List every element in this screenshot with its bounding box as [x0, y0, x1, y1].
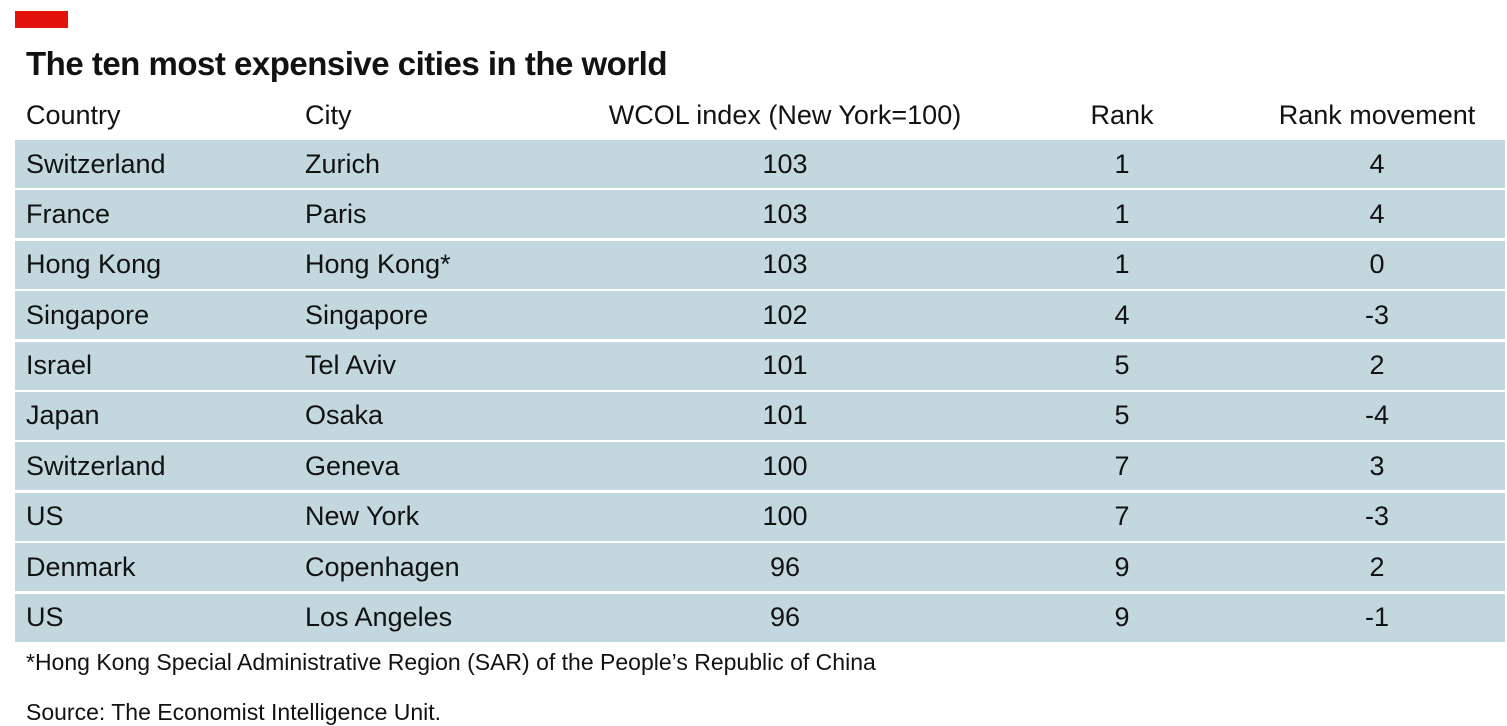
cell-country: US	[26, 493, 64, 541]
cell-rank-movement-value: -1	[1365, 602, 1390, 633]
header-rank-movement-label: Rank movement	[1278, 99, 1476, 130]
cell-city-value: Los Angeles	[305, 602, 453, 633]
cell-city: Tel Aviv	[305, 342, 396, 390]
header-country-label: Country	[26, 99, 121, 130]
header-city-label: City	[305, 99, 352, 130]
cell-city-value: Hong Kong*	[305, 249, 451, 280]
cell-country-value: Switzerland	[26, 450, 166, 481]
cell-wcol-index-value: 100	[762, 501, 808, 532]
cell-city-value: Geneva	[305, 450, 400, 481]
table-row: Switzerland Zurich 103 1 4	[15, 140, 1505, 188]
cell-city-value: Osaka	[305, 400, 384, 431]
cell-wcol-index-value: 101	[762, 400, 808, 431]
cell-city-value: Copenhagen	[305, 551, 460, 582]
cell-rank-movement-value: 4	[1369, 148, 1385, 179]
cell-rank-value: 7	[1114, 501, 1130, 532]
table-header: Country City WCOL index (New York=100) R…	[15, 95, 1505, 135]
cell-country: US	[26, 594, 64, 642]
cell-country: Israel	[26, 342, 92, 390]
cell-country-value: Denmark	[26, 551, 136, 582]
cell-rank-movement-value: -3	[1365, 501, 1390, 532]
cell-rank-value: 5	[1114, 350, 1130, 381]
cell-rank-value: 1	[1114, 148, 1130, 179]
table-row: Singapore Singapore 102 4 -3	[15, 291, 1505, 340]
footnote: *Hong Kong Special Administrative Region…	[26, 649, 876, 675]
cell-rank-movement-value: 2	[1369, 350, 1385, 381]
cell-wcol-index-value: 103	[762, 148, 808, 179]
cell-country: Singapore	[26, 291, 149, 339]
cell-country: Japan	[26, 392, 100, 440]
cell-city: Zurich	[305, 140, 380, 188]
cell-country-value: Hong Kong	[26, 249, 162, 280]
header-index-label: WCOL index (New York=100)	[608, 99, 962, 130]
header-rank-label: Rank	[1090, 99, 1154, 130]
cell-wcol-index-value: 101	[762, 350, 808, 381]
cell-rank-value: 5	[1114, 400, 1130, 431]
cell-country: Denmark	[26, 543, 136, 591]
cell-rank-movement-value: 3	[1369, 450, 1385, 481]
table-row: US New York 100 7 -3	[15, 492, 1505, 541]
brand-red-tag	[15, 11, 68, 28]
cell-rank-value: 1	[1114, 249, 1130, 280]
cell-wcol-index-value: 103	[762, 249, 808, 280]
cell-city-value: Paris	[305, 198, 367, 229]
cell-rank-value: 9	[1114, 551, 1130, 582]
cell-wcol-index-value: 103	[762, 198, 808, 229]
header-country: Country	[26, 95, 121, 135]
source-note: Source: The Economist Intelligence Unit.	[26, 699, 442, 725]
cell-country-value: Israel	[26, 350, 93, 381]
header-city: City	[305, 95, 352, 135]
cell-city-value: Singapore	[305, 299, 429, 330]
cell-country-value: Singapore	[26, 299, 150, 330]
cell-city: Hong Kong*	[305, 241, 451, 289]
table-row: Switzerland Geneva 100 7 3	[15, 442, 1505, 491]
cell-city: New York	[305, 493, 419, 541]
cell-wcol-index-value: 100	[762, 450, 808, 481]
cell-city: Paris	[305, 190, 367, 238]
cell-city: Los Angeles	[305, 594, 452, 642]
cell-country: Hong Kong	[26, 241, 161, 289]
table-row: Japan Osaka 101 5 -4	[15, 391, 1505, 440]
cell-rank-movement-value: 2	[1369, 551, 1385, 582]
table-body: Switzerland Zurich 103 1 4 France Paris 103 1 4 Ho…	[15, 140, 1505, 644]
cell-country-value: Japan	[26, 400, 100, 431]
cell-rank-value: 4	[1114, 299, 1130, 330]
cell-wcol-index-value: 96	[769, 551, 801, 582]
cell-rank-movement-value: -4	[1365, 400, 1390, 431]
cell-country-value: US	[26, 501, 64, 532]
table-row: Hong Kong Hong Kong* 103 1 0	[15, 240, 1505, 289]
cell-rank-value: 1	[1114, 198, 1130, 229]
cell-country-value: Switzerland	[26, 148, 166, 179]
cell-rank-movement-value: 0	[1369, 249, 1385, 280]
cell-city-value: New York	[305, 501, 420, 532]
cell-city: Osaka	[305, 392, 383, 440]
table-row: Israel Tel Aviv 101 5 2	[15, 341, 1505, 390]
cell-city: Copenhagen	[305, 543, 460, 591]
cell-rank-movement-value: -3	[1365, 299, 1390, 330]
cell-country: France	[26, 190, 110, 238]
cell-city: Geneva	[305, 442, 400, 490]
chart-title: The ten most expensive cities in the wor…	[26, 45, 668, 82]
cell-city: Singapore	[305, 291, 428, 339]
cell-rank-movement-value: 4	[1369, 198, 1385, 229]
cell-city-value: Tel Aviv	[305, 350, 397, 381]
table-row: France Paris 103 1 4	[15, 190, 1505, 239]
cell-country-value: US	[26, 602, 64, 633]
cell-city-value: Zurich	[305, 148, 381, 179]
table-row: Denmark Copenhagen 96 9 2	[15, 543, 1505, 592]
cell-country: Switzerland	[26, 140, 166, 188]
cell-rank-value: 9	[1114, 602, 1130, 633]
cell-wcol-index-value: 102	[762, 299, 808, 330]
cell-country: Switzerland	[26, 442, 166, 490]
cell-wcol-index-value: 96	[769, 602, 801, 633]
cell-country-value: France	[26, 198, 111, 229]
table-row: US Los Angeles 96 9 -1	[15, 593, 1505, 642]
cell-rank-value: 7	[1114, 450, 1130, 481]
